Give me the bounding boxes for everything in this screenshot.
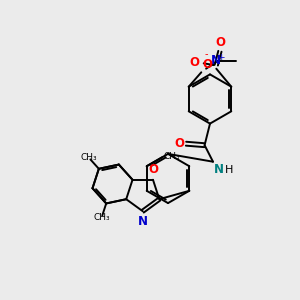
Text: CH₃: CH₃ (93, 213, 110, 222)
Text: CH₃: CH₃ (81, 153, 97, 162)
Text: O: O (203, 58, 213, 71)
Text: -: - (204, 49, 208, 59)
Text: O: O (189, 56, 199, 69)
Text: O: O (148, 163, 159, 176)
Text: N: N (214, 163, 224, 176)
Text: +: + (217, 53, 225, 62)
Text: N: N (211, 54, 221, 67)
Text: O: O (215, 36, 225, 49)
Text: O: O (174, 136, 184, 150)
Text: N: N (138, 215, 148, 228)
Text: CH₃: CH₃ (164, 152, 180, 161)
Text: H: H (225, 165, 233, 175)
